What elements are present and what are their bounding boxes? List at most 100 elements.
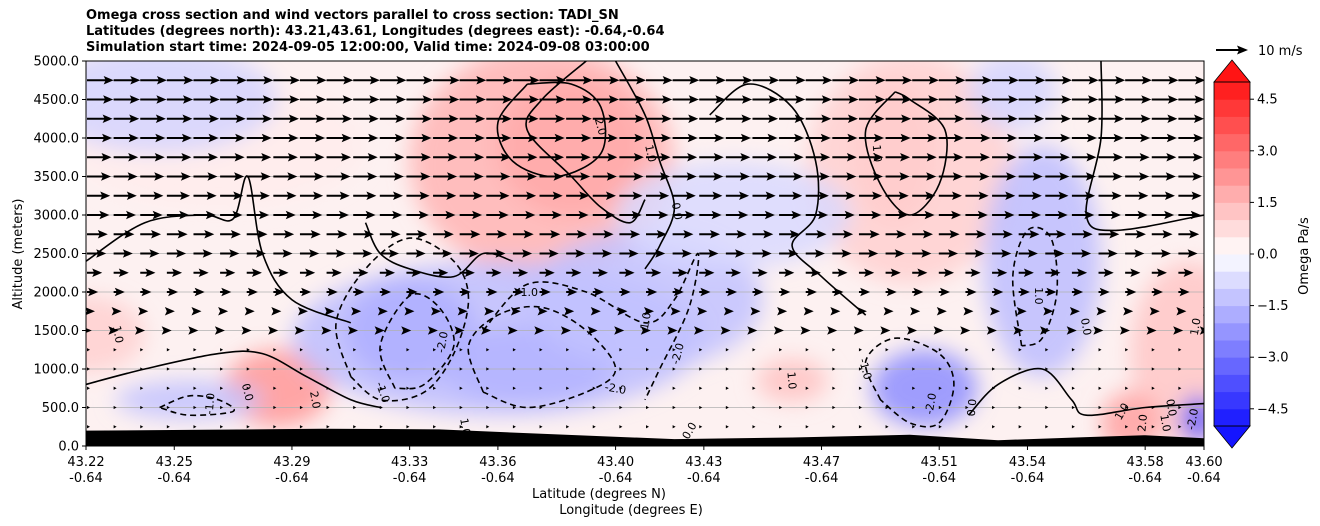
- wind-vector-head: [423, 76, 434, 85]
- wind-vector-head: [495, 249, 506, 258]
- wind-vector: [592, 210, 616, 220]
- wind-vector: [805, 268, 821, 277]
- wind-vector-head: [395, 95, 406, 104]
- wind-vector-head: [351, 307, 362, 316]
- wind-vector: [1071, 367, 1075, 371]
- wind-vector: [459, 425, 463, 429]
- wind-vector: [1018, 191, 1042, 200]
- wind-vector: [406, 348, 410, 352]
- wind-vector: [299, 249, 320, 258]
- wind-vector-head: [502, 76, 513, 85]
- wind-vector-head: [747, 326, 758, 335]
- wind-vector: [113, 348, 117, 352]
- wind-vector: [299, 76, 327, 85]
- wind-vector: [539, 367, 543, 371]
- wind-vector-head: [952, 172, 963, 181]
- wind-vector-head: [925, 191, 936, 200]
- wind-vector: [379, 210, 403, 220]
- wind-vector: [858, 367, 862, 371]
- wind-vector: [725, 114, 752, 123]
- wind-vector: [1125, 114, 1151, 123]
- wind-vector: [299, 405, 303, 410]
- wind-vector-head: [960, 326, 971, 335]
- wind-vector-head: [608, 95, 619, 104]
- colorbar-label: Omega Pa/s: [1297, 217, 1312, 295]
- wind-vector: [773, 326, 784, 335]
- colorbar-segment: [1214, 236, 1250, 255]
- wind-vector: [672, 405, 676, 410]
- wind-vector: [592, 153, 618, 162]
- wind-vector: [1071, 76, 1099, 85]
- wind-vector: [1151, 95, 1178, 104]
- wind-vector: [326, 210, 349, 220]
- wind-vector-head: [976, 230, 987, 239]
- wind-vector: [992, 367, 996, 371]
- wind-vector-head: [529, 76, 540, 85]
- wind-vector-head: [1111, 191, 1122, 200]
- wind-vector-head: [662, 95, 673, 104]
- wind-vector: [694, 326, 705, 335]
- wind-vector: [1045, 268, 1061, 277]
- wind-vector: [1045, 172, 1070, 181]
- wind-vector: [725, 76, 753, 85]
- wind-vector: [326, 172, 351, 181]
- wind-vector: [646, 386, 649, 390]
- wind-vector-head: [580, 172, 591, 181]
- wind-vector-head: [955, 76, 966, 85]
- wind-vector: [140, 249, 160, 258]
- wind-vector-head: [1031, 191, 1042, 200]
- wind-vector-head: [633, 153, 644, 162]
- wind-vector: [1045, 153, 1070, 162]
- wind-vector: [512, 153, 538, 162]
- wind-vector: [299, 172, 324, 181]
- wind-vector-head: [902, 76, 913, 85]
- wind-vector: [566, 230, 587, 239]
- wind-vector-head: [1050, 268, 1061, 277]
- contour-label: 2.0: [1135, 414, 1149, 433]
- wind-vector: [246, 348, 250, 352]
- wind-vector-head: [1086, 153, 1097, 162]
- wind-vector: [858, 191, 883, 200]
- wind-vector-head: [247, 287, 258, 297]
- wind-vector-head: [761, 249, 772, 258]
- wind-vector: [459, 230, 481, 239]
- wind-vector-head: [843, 230, 854, 239]
- wind-vector: [486, 287, 498, 297]
- wind-vector-head: [765, 191, 776, 200]
- wind-vector-head: [767, 153, 778, 162]
- contour-line-negative: [864, 337, 955, 428]
- wind-vector-head: [735, 249, 746, 258]
- wind-vector-head: [365, 210, 376, 220]
- wind-vector: [912, 268, 928, 277]
- wind-vector-head: [1193, 114, 1204, 123]
- wind-vector: [1045, 133, 1071, 143]
- wind-vector: [965, 386, 969, 390]
- colorbar: 4.53.01.50.0−1.5−3.0−4.5: [1213, 59, 1289, 449]
- wind-vector: [166, 367, 170, 371]
- wind-vector: [1098, 95, 1125, 104]
- terrain-ground: [86, 428, 1204, 446]
- wind-vector: [938, 95, 965, 104]
- wind-vector: [193, 386, 197, 390]
- wind-vector-head: [447, 172, 458, 181]
- wind-vector-head: [900, 153, 911, 162]
- wind-vector: [351, 307, 362, 316]
- colorbar-segment: [1214, 185, 1250, 203]
- wind-vector: [273, 210, 296, 220]
- wind-vector-head: [473, 172, 484, 181]
- wind-vector: [353, 95, 380, 104]
- wind-vector: [965, 230, 987, 239]
- wind-vector-head: [1034, 95, 1045, 104]
- wind-vector: [619, 95, 646, 104]
- wind-vector: [646, 133, 672, 143]
- wind-vector-head: [168, 287, 179, 297]
- wind-vector-head: [777, 307, 788, 316]
- wind-vector: [646, 287, 658, 297]
- wind-vector: [486, 133, 512, 143]
- wind-vector: [406, 386, 410, 390]
- wind-vector: [297, 307, 308, 316]
- wind-vector: [805, 95, 832, 104]
- wind-vector-head: [385, 268, 396, 277]
- wind-vector-head: [1141, 76, 1152, 85]
- wind-vector: [912, 114, 938, 123]
